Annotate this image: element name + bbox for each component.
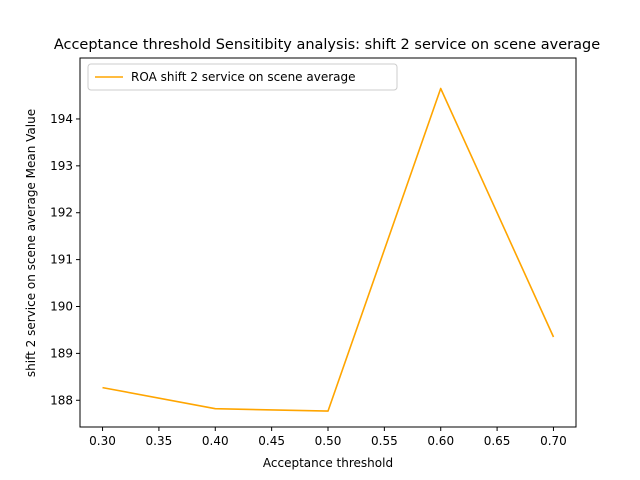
plot-area [79,57,577,428]
x-tick-label: 0.70 [540,434,567,448]
x-tick-label: 0.50 [315,434,342,448]
y-tick-label: 192 [50,206,73,220]
x-tick-label: 0.55 [371,434,398,448]
x-axis-label: Acceptance threshold [263,456,393,470]
x-tick-label: 0.30 [89,434,116,448]
y-tick-label: 194 [50,112,73,126]
y-tick-label: 188 [50,393,73,407]
chart-title: Acceptance threshold Sensitibity analysi… [54,37,600,53]
y-tick-label: 191 [50,253,73,267]
legend-box [87,63,398,91]
series-line-0 [102,87,555,412]
y-tick-label: 193 [50,159,73,173]
legend-entry: ROA shift 2 service on scene average [131,70,356,84]
x-tick-label: 0.35 [146,434,173,448]
y-axis-label: shift 2 service on scene average Mean Va… [24,109,38,377]
plot-frame [79,57,577,428]
x-axis: 0.30 0.35 0.40 0.45 0.50 0.55 0.60 0.65 0.70 [89,427,567,448]
y-tick-label: 190 [50,300,73,314]
y-tick-label: 189 [50,346,73,360]
x-tick-label: 0.65 [484,434,511,448]
y-axis: 188 189 190 191 192 193 194 [50,112,80,407]
x-tick-label: 0.45 [258,434,285,448]
x-tick-label: 0.40 [202,434,229,448]
x-tick-label: 0.60 [427,434,454,448]
legend: ROA shift 2 service on scene average [87,63,398,91]
